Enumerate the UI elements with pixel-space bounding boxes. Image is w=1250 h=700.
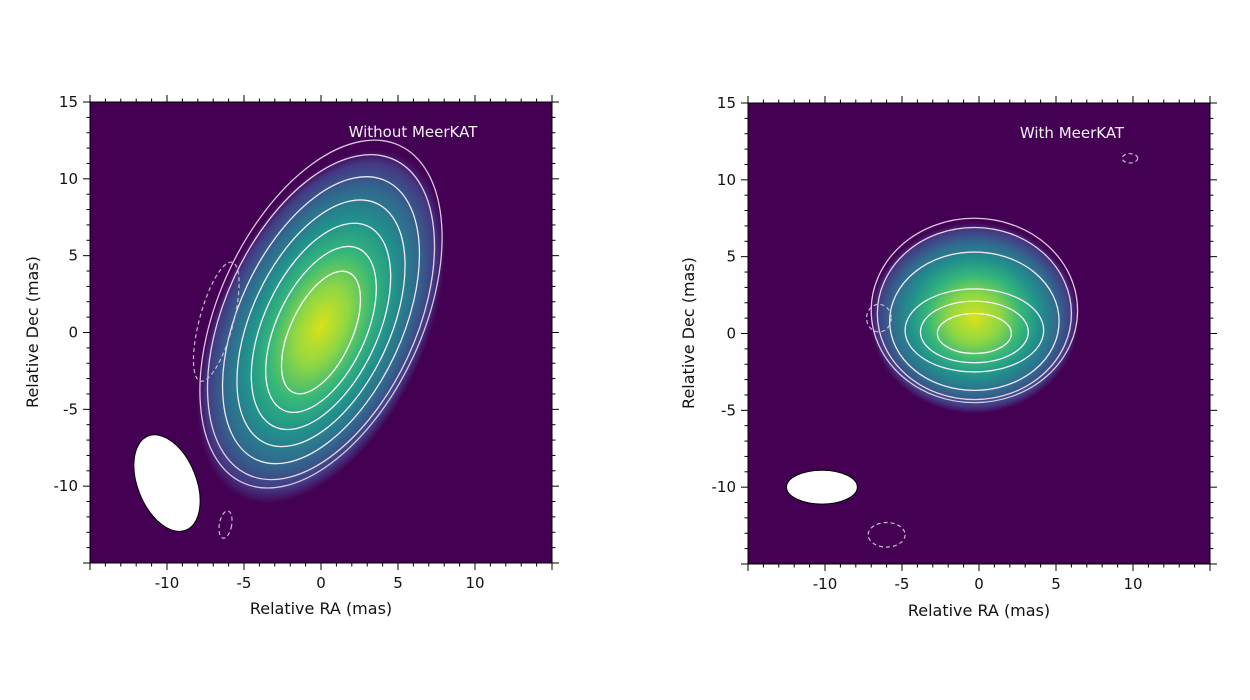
negative-contour [865,303,892,333]
x-tick-label: 5 [393,574,403,592]
contours [870,217,1079,404]
y-axis-label: Relative Dec (mas) [679,257,698,409]
negative-contour [218,510,233,539]
x-tick-label: 10 [1123,575,1142,593]
y-tick-label: -10 [54,477,79,495]
contour-level-6 [265,245,377,414]
x-tick-label: 5 [1051,575,1061,593]
beam-ellipse [133,434,201,532]
contour-level-3 [889,251,1060,392]
panel-title: With MeerKAT [1020,124,1125,142]
negative-contours [192,261,240,539]
y-axis-label: Relative Dec (mas) [23,256,42,408]
contour-level-1 [199,139,443,489]
negative-contour [192,261,240,382]
x-axis-label: Relative RA (mas) [908,601,1050,620]
y-tick-label: 0 [726,325,736,343]
contour-level-3 [221,176,421,465]
x-tick-label: 0 [974,575,984,593]
panel-title: Without MeerKAT [349,123,479,141]
contour-level-6 [936,312,1012,355]
negative-contour [867,521,906,548]
panel-without-meerkat: -10 -5 0 5 10 15 10 5 0 -5 -10 Without MeerKAT Rel… [23,93,559,618]
y-tick-label: -5 [63,400,78,418]
contours [199,139,443,489]
negative-contours [865,153,1139,548]
y-tick-label: 10 [717,171,736,189]
y-tick-label: 5 [726,248,736,266]
y-tick-label: -5 [721,401,736,419]
x-tick-label: 0 [316,574,326,592]
contour-level-1 [870,217,1079,404]
y-tick-label: 10 [59,170,78,188]
y-tick-label: 5 [68,247,78,265]
contour-level-4 [236,199,406,448]
contour-level-5 [250,222,392,431]
contour-level-5 [919,300,1029,364]
x-tick-label: 10 [465,574,484,592]
ticks: -10 -5 0 5 10 15 10 5 0 -5 -10 [712,94,1217,593]
contour-level-7 [280,270,362,395]
x-tick-label: -10 [813,575,838,593]
y-tick-label: 15 [59,93,78,111]
x-tick-label: -5 [895,575,910,593]
contour-level-4 [904,288,1045,373]
x-axis-label: Relative RA (mas) [250,599,392,618]
contour-level-2 [206,154,436,481]
y-tick-label: 0 [68,324,78,342]
negative-contour [1121,153,1139,164]
beam-ellipse [786,469,858,505]
panel-with-meerkat: -10 -5 0 5 10 15 10 5 0 -5 -10 With MeerKAT Relati… [679,94,1217,620]
y-tick-label: 15 [717,94,736,112]
x-tick-label: -10 [155,574,180,592]
contour-level-2 [876,226,1073,401]
source-emission [869,222,1080,414]
ticks: -10 -5 0 5 10 15 10 5 0 -5 -10 [54,93,559,592]
source-emission [196,149,446,504]
x-tick-label: -5 [237,574,252,592]
y-tick-label: -10 [712,478,737,496]
